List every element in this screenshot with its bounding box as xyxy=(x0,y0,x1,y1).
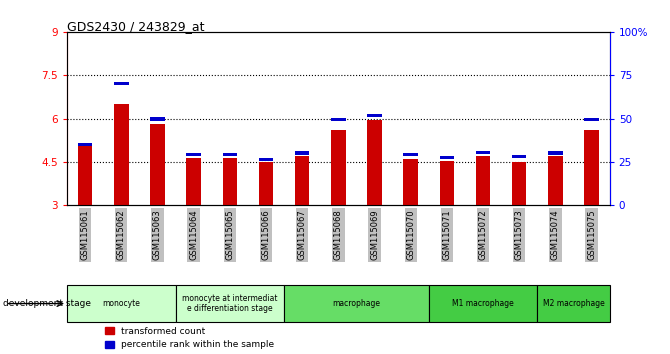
FancyBboxPatch shape xyxy=(284,285,429,322)
Bar xyxy=(548,151,563,155)
Bar xyxy=(222,153,237,156)
Bar xyxy=(367,114,382,117)
Text: GSM115072: GSM115072 xyxy=(478,209,488,260)
Bar xyxy=(150,117,165,121)
Bar xyxy=(259,158,273,161)
Text: GSM115074: GSM115074 xyxy=(551,209,560,260)
Bar xyxy=(331,130,346,205)
Text: GSM115068: GSM115068 xyxy=(334,209,343,260)
Text: M2 macrophage: M2 macrophage xyxy=(543,299,604,308)
Bar xyxy=(512,155,527,159)
Bar xyxy=(584,130,599,205)
Text: monocyte at intermediat
e differentiation stage: monocyte at intermediat e differentiatio… xyxy=(182,294,277,313)
Bar xyxy=(259,162,273,205)
FancyBboxPatch shape xyxy=(429,285,537,322)
Text: GSM115067: GSM115067 xyxy=(297,209,307,260)
Bar xyxy=(78,144,92,205)
Bar xyxy=(150,124,165,205)
Bar xyxy=(78,143,92,146)
Bar xyxy=(331,118,346,121)
Bar xyxy=(114,82,129,85)
Bar xyxy=(584,118,599,121)
Text: GSM115070: GSM115070 xyxy=(406,209,415,260)
Text: GSM115064: GSM115064 xyxy=(189,209,198,260)
Legend: transformed count, percentile rank within the sample: transformed count, percentile rank withi… xyxy=(105,327,275,349)
FancyBboxPatch shape xyxy=(537,285,610,322)
Text: monocyte: monocyte xyxy=(103,299,140,308)
FancyBboxPatch shape xyxy=(67,285,176,322)
Text: GSM115073: GSM115073 xyxy=(515,209,524,260)
Bar xyxy=(440,160,454,205)
Text: macrophage: macrophage xyxy=(332,299,381,308)
Text: GSM115062: GSM115062 xyxy=(117,209,126,260)
Text: development stage: development stage xyxy=(3,299,91,308)
Bar xyxy=(476,151,490,154)
Bar xyxy=(512,162,527,205)
Text: GSM115066: GSM115066 xyxy=(261,209,271,260)
Text: GSM115063: GSM115063 xyxy=(153,209,162,260)
Text: GDS2430 / 243829_at: GDS2430 / 243829_at xyxy=(67,20,204,33)
Text: GSM115061: GSM115061 xyxy=(80,209,90,260)
Text: GSM115075: GSM115075 xyxy=(587,209,596,260)
Bar xyxy=(222,158,237,205)
Bar xyxy=(186,153,201,156)
Bar xyxy=(295,156,310,205)
Bar xyxy=(548,156,563,205)
Text: GSM115065: GSM115065 xyxy=(225,209,234,260)
Bar xyxy=(403,153,418,156)
Bar xyxy=(476,156,490,205)
Bar xyxy=(114,104,129,205)
Text: GSM115071: GSM115071 xyxy=(442,209,452,260)
Bar xyxy=(403,159,418,205)
Text: M1 macrophage: M1 macrophage xyxy=(452,299,514,308)
Text: GSM115069: GSM115069 xyxy=(370,209,379,260)
Bar xyxy=(440,156,454,159)
FancyBboxPatch shape xyxy=(176,285,284,322)
Bar xyxy=(186,158,201,205)
Bar xyxy=(295,151,310,155)
Bar xyxy=(367,120,382,205)
